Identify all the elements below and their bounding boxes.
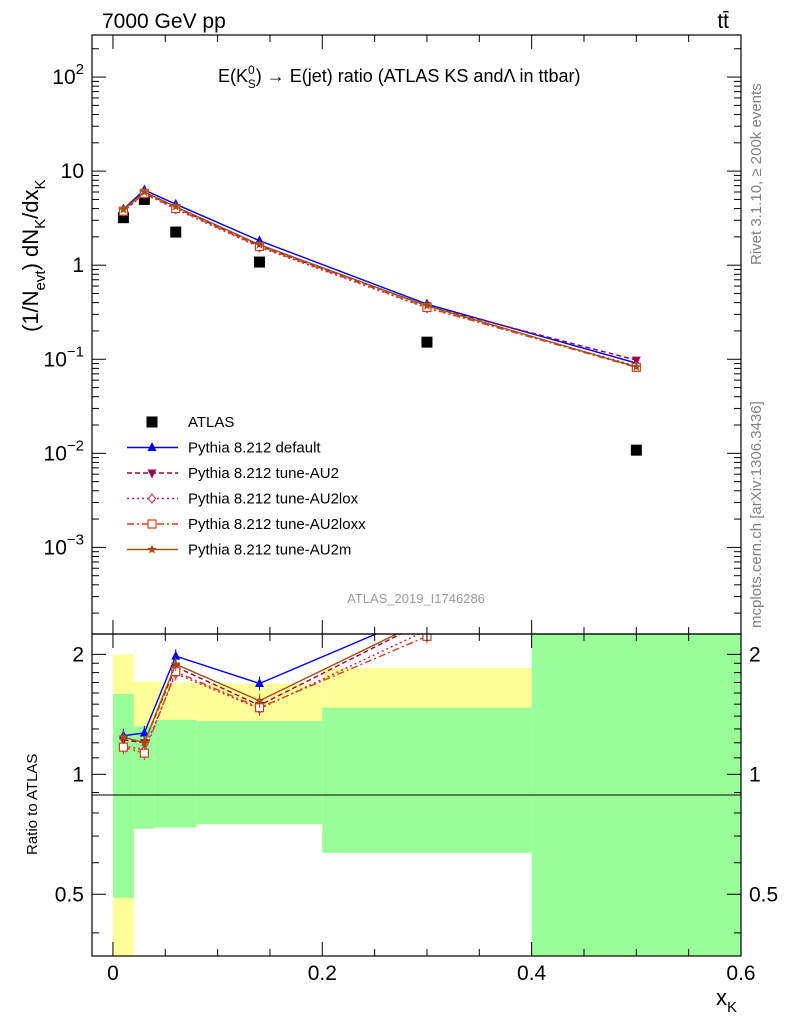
legend-marker (147, 442, 157, 451)
ratio-y-tick-label-right: 1 (749, 763, 761, 786)
data-point (421, 336, 433, 348)
ratio-point (254, 678, 264, 688)
beam-label: 7000 GeV pp (102, 10, 226, 33)
title-sub: S (248, 77, 256, 91)
mcplots-label: mcplots.cern.ch [arXiv:1306.3436] (748, 401, 765, 628)
stat-band (196, 721, 323, 825)
y-tick-label: 10 (61, 160, 84, 183)
legend-marker (147, 544, 157, 554)
legend-marker (147, 493, 157, 504)
ratio-y-tick-label-right: 0.5 (749, 883, 778, 906)
legend-label: Pythia 8.212 tune-AU2m (188, 542, 351, 559)
ratio-point (171, 659, 181, 669)
series-atlas (117, 193, 642, 456)
main-series-layer (117, 184, 642, 456)
y-tick-label: 10−2 (44, 437, 84, 465)
ratio-series-pythia-8-212-tune-au2m (118, 634, 399, 750)
legend-label: Pythia 8.212 tune-AU2loxx (188, 516, 366, 533)
ratio-line (123, 634, 378, 737)
data-point (117, 212, 129, 224)
main-y-axis: 102 10 1 10−1 10−2 10−3 (44, 35, 742, 634)
series-line (122, 191, 637, 361)
stat-band (112, 694, 134, 898)
title-rest: ) → E(jet) ratio (ATLAS KS andΛ in ttbar… (256, 66, 581, 86)
data-point (253, 256, 265, 268)
y-tick-label: 1 (72, 254, 84, 277)
analysis-id-label: ATLAS_2019_I1746286 (347, 591, 485, 606)
process-label: tt̄ (717, 10, 729, 33)
title-sup: 0 (248, 63, 255, 77)
legend-entry: ATLAS (146, 414, 234, 431)
y-tick-label: 10−3 (44, 531, 84, 559)
legend-label: ATLAS (188, 414, 234, 431)
data-point (138, 193, 150, 205)
ratio-y-tick-label: 0.5 (55, 883, 84, 906)
data-point (630, 444, 642, 456)
ratio-plot-frame (91, 633, 742, 957)
legend-entry: Pythia 8.212 tune-AU2m (127, 542, 351, 559)
legend-entry: Pythia 8.212 tune-AU2lox (127, 491, 359, 508)
ratio-point (139, 727, 149, 737)
data-point (254, 239, 265, 249)
title-part: E(K (218, 66, 248, 86)
main-y-axis-label: (1/Nevt) dNK/dxK (18, 179, 49, 332)
legend-entry: Pythia 8.212 default (127, 440, 321, 457)
legend-marker (146, 416, 158, 428)
series-pythia-8-212-tune-au2m (118, 187, 642, 371)
ratio-point (139, 737, 150, 747)
data-point (171, 201, 181, 211)
ratio-y-axis-label: Ratio to ATLAS (24, 754, 41, 855)
legend-label: Pythia 8.212 default (188, 440, 321, 457)
series-line (122, 192, 637, 369)
legend-entry: Pythia 8.212 tune-AU2loxx (127, 516, 366, 533)
ratio-y-tick-label: 2 (72, 643, 84, 666)
legend-label: Pythia 8.212 tune-AU2lox (188, 491, 359, 508)
x-tick-label: 0.2 (308, 962, 337, 985)
ratio-axes: 2 2 1 1 0.5 0.5 0 0.2 0.4 0.6 (55, 634, 778, 985)
x-tick-label: 0.6 (726, 962, 755, 985)
x-tick-label: 0 (107, 962, 119, 985)
data-point (118, 204, 129, 214)
stat-band (154, 719, 197, 828)
series-line (122, 189, 637, 364)
series-line (122, 191, 637, 368)
legend-marker (147, 519, 157, 529)
rivet-version-label: Rivet 3.1.10, ≥ 200k events (748, 83, 765, 265)
ratio-point (118, 742, 129, 752)
ratio-series-layer (118, 634, 432, 761)
data-point (170, 226, 182, 238)
y-tick-label: 102 (52, 61, 84, 89)
data-point (631, 361, 642, 371)
x-tick-label: 0.4 (517, 962, 547, 985)
x-axis-label: xK (716, 985, 737, 1016)
plot-title: E(K0 S) → E(jet) ratio (ATLAS KS andΛ in … (218, 63, 581, 91)
ratio-y-tick-label-right: 2 (749, 643, 761, 666)
ratio-point (118, 732, 129, 742)
legend: ATLAS Pythia 8.212 default Pythia 8.212 tu… (127, 414, 366, 559)
ratio-y-tick-label: 1 (72, 763, 84, 786)
data-point (139, 187, 150, 196)
ratio-point (139, 748, 149, 758)
data-point (422, 300, 432, 310)
stat-band (322, 707, 532, 853)
legend-marker (147, 469, 157, 479)
legend-entry: Pythia 8.212 tune-AU2 (127, 465, 339, 482)
y-tick-label: 10−1 (44, 343, 84, 371)
legend-label: Pythia 8.212 tune-AU2 (188, 465, 339, 482)
ratio-point (254, 695, 265, 705)
ratio-point (171, 650, 181, 660)
series-pythia-8-212-default (118, 184, 641, 367)
